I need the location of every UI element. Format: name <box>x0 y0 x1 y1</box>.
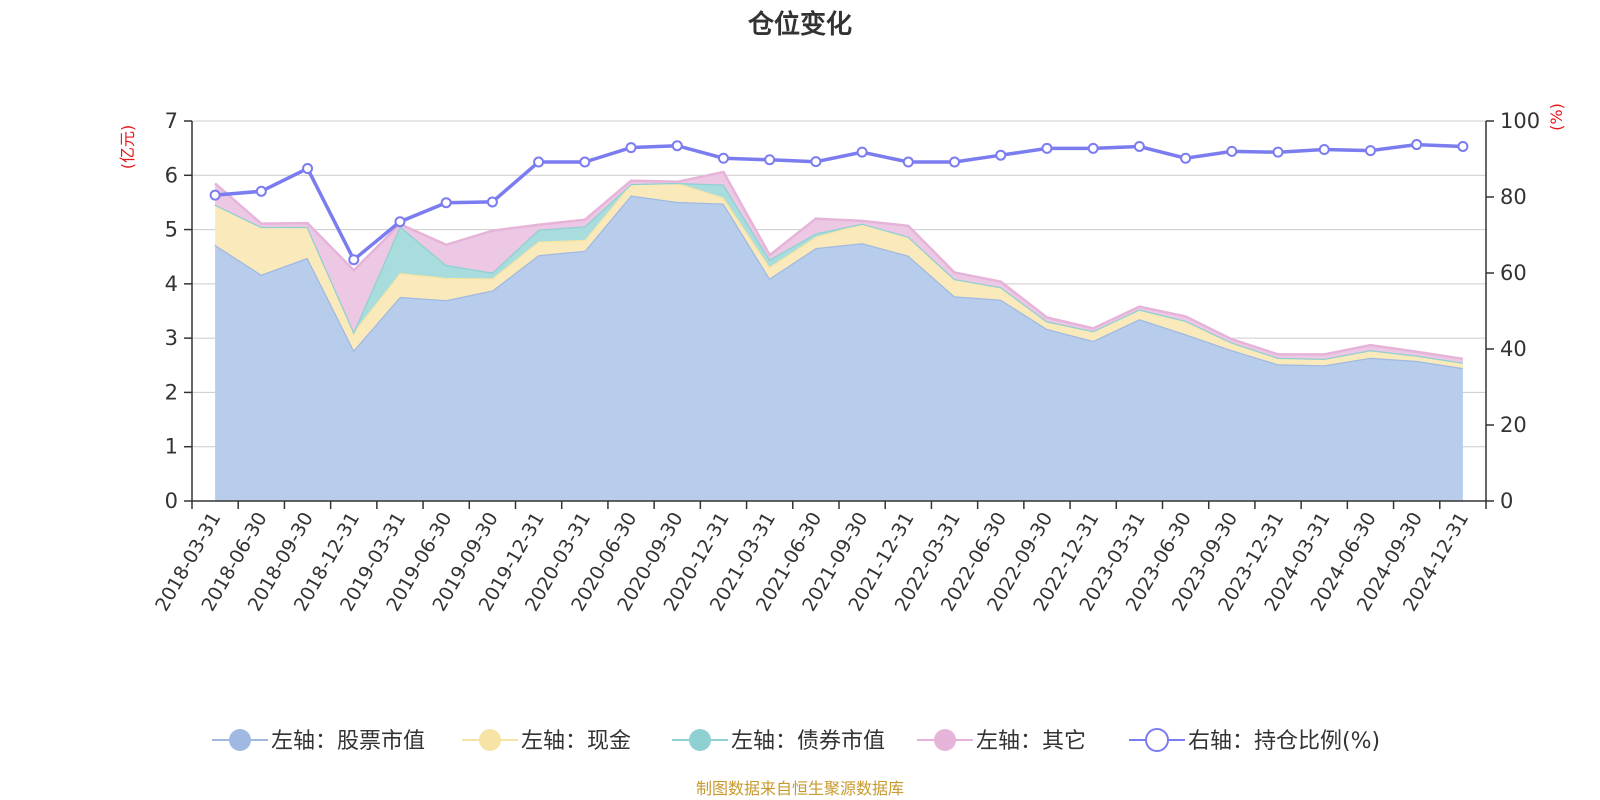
ratio-point <box>486 196 498 208</box>
ratio-point <box>348 254 360 266</box>
left-tick-label: 5 <box>165 218 178 242</box>
legend-label-4: 左轴：其它 <box>976 729 1086 754</box>
ratio-line-path <box>214 142 1463 263</box>
legend-label-3: 左轴：债券市值 <box>731 729 885 754</box>
left-tick-label: 1 <box>165 435 178 459</box>
stacked-areas <box>214 170 1464 501</box>
ratio-point <box>671 140 683 152</box>
left-tick-label: 7 <box>165 109 178 133</box>
right-axis-unit: (%) <box>1547 103 1566 131</box>
legend-marker-4 <box>934 729 956 751</box>
ratio-point <box>1226 145 1238 157</box>
ratio-point <box>810 156 822 168</box>
ratio-point <box>1133 140 1145 152</box>
legend-marker-1 <box>229 729 251 751</box>
ratio-point <box>625 142 637 154</box>
ratio-point <box>440 197 452 209</box>
ratio-point <box>255 185 267 197</box>
legend: 左轴：股票市值 左轴：现金 左轴：债券市值 左轴：其它 右轴：持仓比例(%) <box>212 728 1380 754</box>
ratio-point <box>1041 142 1053 154</box>
ratio-point <box>579 156 591 168</box>
left-tick-label: 0 <box>165 489 178 513</box>
left-axis-unit: (亿元) <box>118 125 137 170</box>
legend-label-1: 左轴：股票市值 <box>271 729 425 754</box>
area-series-2 <box>215 182 1463 368</box>
legend-marker-2 <box>479 729 501 751</box>
area-series-1 <box>215 195 1463 501</box>
area-series-3 <box>215 182 1463 363</box>
ratio-point <box>302 163 314 174</box>
area-series-4 <box>215 172 1463 363</box>
legend-marker-5 <box>1145 728 1169 752</box>
right-tick-label: 40 <box>1500 337 1527 361</box>
ratio-point <box>717 152 729 164</box>
ratio-point <box>1087 142 1099 154</box>
ratio-point <box>995 149 1007 161</box>
legend-marker-3 <box>689 729 711 751</box>
right-tick-label: 0 <box>1500 489 1513 513</box>
data-source-note: 制图数据来自恒生聚源数据库 <box>696 779 904 798</box>
ratio-point <box>394 216 406 228</box>
ratio-point <box>1457 140 1469 152</box>
ratio-point <box>1180 152 1192 164</box>
ratio-point <box>1364 145 1376 157</box>
holding-ratio-line <box>209 139 1469 266</box>
right-tick-label: 100 <box>1500 109 1540 133</box>
area-edge-series-4 <box>214 170 1464 361</box>
ratio-point <box>533 156 545 168</box>
ratio-point <box>764 154 776 166</box>
legend-label-2: 左轴：现金 <box>521 729 631 754</box>
left-tick-label: 6 <box>165 163 178 187</box>
ratio-point <box>902 156 914 168</box>
right-tick-label: 80 <box>1500 185 1527 209</box>
ratio-point <box>1318 144 1330 155</box>
left-tick-label: 3 <box>165 326 178 350</box>
chart-title: 仓位变化 <box>747 9 852 40</box>
ratio-point <box>949 156 961 168</box>
left-tick-label: 4 <box>165 272 178 296</box>
ratio-point <box>1272 146 1284 158</box>
ratio-point <box>209 189 221 201</box>
right-tick-label: 60 <box>1500 261 1527 285</box>
right-tick-label: 20 <box>1500 413 1527 437</box>
legend-label-5: 右轴：持仓比例(%) <box>1188 729 1380 754</box>
ratio-point <box>856 146 868 158</box>
ratio-point <box>1411 139 1423 151</box>
left-tick-label: 2 <box>165 380 178 404</box>
